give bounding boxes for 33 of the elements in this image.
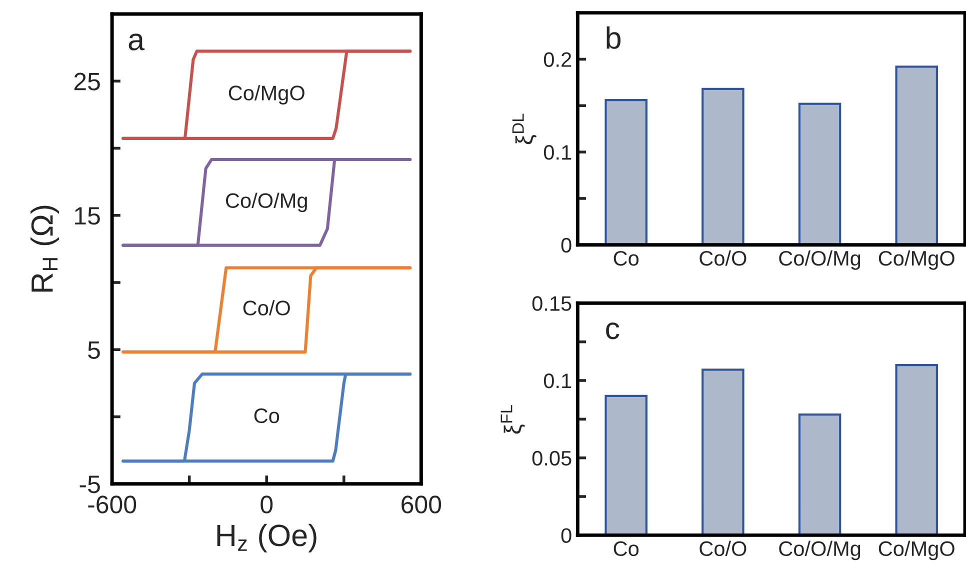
y-axis-title: R$_{H}$ (Ω) bbox=[30, 206, 59, 292]
y-tick-label: 0 bbox=[561, 528, 572, 543]
x-tick-label: 0 bbox=[260, 496, 273, 514]
x-tick-label: Co bbox=[614, 250, 639, 266]
x-tick-label: Co/MgO bbox=[878, 250, 954, 270]
y-axis-title: ξ$^{FL}$ bbox=[500, 405, 525, 434]
y-tick-label: 0.1 bbox=[544, 374, 572, 388]
x-tick-label: Co/O/Mg bbox=[779, 540, 860, 560]
annotation: c bbox=[606, 322, 620, 340]
y-tick-label: 0.2 bbox=[544, 52, 572, 67]
y-tick-label: 15 bbox=[75, 207, 100, 225]
y-tick-label: 0.15 bbox=[532, 296, 572, 311]
series-label: Co/O/Mg bbox=[226, 192, 307, 212]
x-tick-label: Co/MgO bbox=[878, 540, 954, 560]
x-tick-label: 600 bbox=[402, 496, 442, 514]
x-tick-label: Co/O bbox=[700, 540, 746, 556]
y-tick-label: 0 bbox=[561, 238, 572, 253]
y-tick-label: 0.05 bbox=[532, 450, 572, 466]
annotation: a bbox=[128, 34, 145, 50]
y-axis-title: ξ$^{DL}$ bbox=[512, 114, 537, 144]
y-tick-label: 25 bbox=[74, 72, 100, 90]
annotation: b bbox=[606, 26, 620, 49]
y-tick-label: 0.1 bbox=[544, 145, 572, 160]
series-label: Co bbox=[254, 408, 280, 424]
y-tick-label: 5 bbox=[88, 341, 100, 359]
series-label: Co/O bbox=[243, 300, 290, 316]
x-tick-label: -600 bbox=[88, 496, 136, 514]
x-tick-label: Co bbox=[614, 541, 639, 556]
series-label: Co/MgO bbox=[228, 85, 304, 105]
x-tick-label: Co/O/Mg bbox=[779, 250, 860, 270]
x-tick-label: Co/O bbox=[700, 250, 746, 266]
x-axis-title: H$_{z}$ (Oe) bbox=[217, 524, 316, 552]
y-tick-label: -5 bbox=[80, 476, 100, 494]
